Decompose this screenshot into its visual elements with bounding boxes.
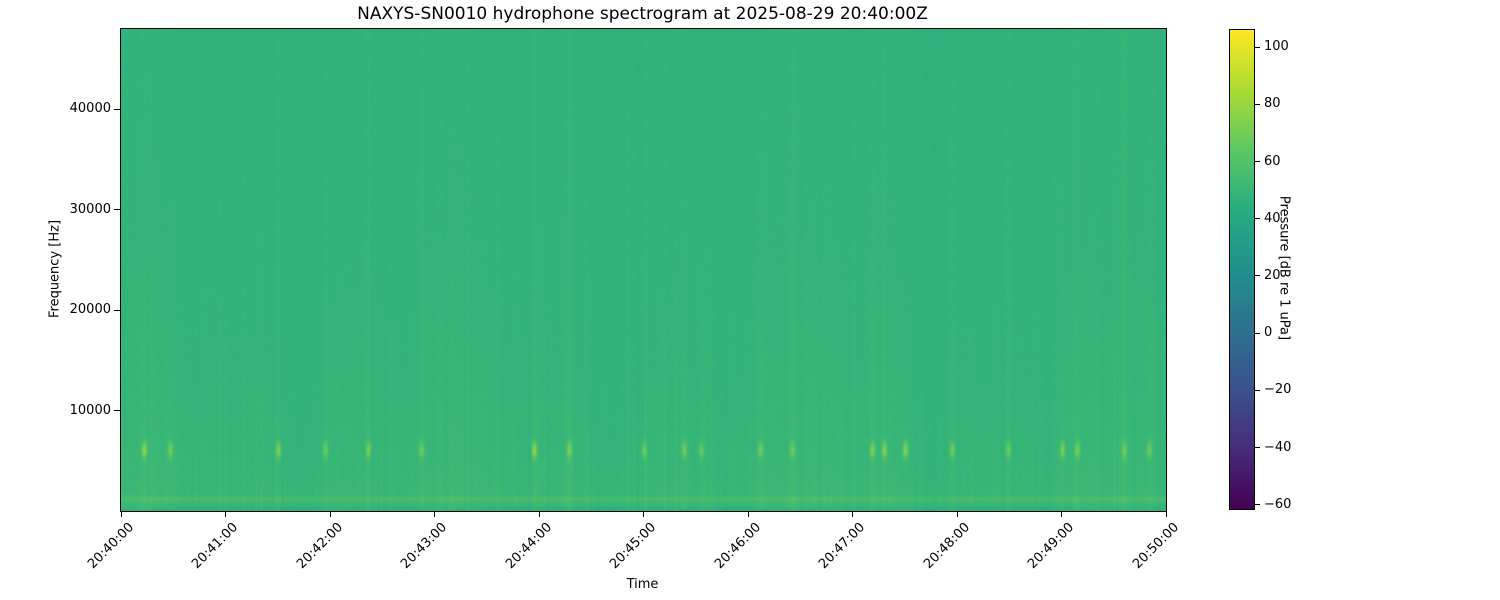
y-tick-label: 40000 bbox=[69, 101, 111, 117]
x-tick-label: 20:43:00 bbox=[398, 520, 451, 572]
x-tick-label: 20:46:00 bbox=[711, 520, 764, 572]
colorbar-tick-mark bbox=[1255, 447, 1260, 449]
plot-area bbox=[120, 28, 1167, 512]
x-tick-label: 20:45:00 bbox=[607, 520, 660, 572]
x-tick-mark bbox=[120, 512, 122, 517]
colorbar-tick-mark bbox=[1255, 218, 1260, 220]
y-tick-mark bbox=[114, 209, 120, 211]
colorbar-tick-label: 60 bbox=[1264, 153, 1281, 169]
colorbar-tick-label: −40 bbox=[1264, 439, 1292, 455]
colorbar-gradient bbox=[1230, 30, 1254, 509]
colorbar-tick-label: 20 bbox=[1264, 267, 1281, 283]
x-tick-mark bbox=[329, 512, 331, 517]
x-tick-label: 20:41:00 bbox=[189, 520, 242, 572]
x-tick-label: 20:50:00 bbox=[1129, 520, 1182, 572]
x-tick-mark bbox=[747, 512, 749, 517]
y-axis-label: Frequency [Hz] bbox=[47, 219, 63, 319]
colorbar-tick-mark bbox=[1255, 332, 1260, 334]
colorbar-tick-mark bbox=[1255, 46, 1260, 48]
y-tick-mark bbox=[114, 108, 120, 110]
colorbar-tick-label: 80 bbox=[1264, 96, 1281, 112]
chart-title: NAXYS-SN0010 hydrophone spectrogram at 2… bbox=[357, 4, 928, 24]
colorbar-tick-mark bbox=[1255, 161, 1260, 163]
colorbar-tick-mark bbox=[1255, 504, 1260, 506]
colorbar-tick-mark bbox=[1255, 103, 1260, 105]
x-tick-mark bbox=[538, 512, 540, 517]
colorbar-tick-label: 40 bbox=[1264, 210, 1281, 226]
colorbar bbox=[1229, 29, 1255, 510]
x-tick-label: 20:42:00 bbox=[293, 520, 346, 572]
x-tick-label: 20:44:00 bbox=[502, 520, 555, 572]
colorbar-tick-label: −20 bbox=[1264, 382, 1292, 398]
x-tick-label: 20:49:00 bbox=[1025, 520, 1078, 572]
x-tick-mark bbox=[956, 512, 958, 517]
x-axis-label: Time bbox=[626, 577, 659, 592]
x-tick-label: 20:48:00 bbox=[920, 520, 973, 572]
colorbar-tick-label: −60 bbox=[1264, 496, 1292, 512]
y-tick-label: 10000 bbox=[69, 402, 111, 418]
x-tick-mark bbox=[643, 512, 644, 517]
x-tick-mark bbox=[1165, 512, 1167, 517]
x-tick-label: 20:40:00 bbox=[84, 520, 137, 572]
y-tick-label: 20000 bbox=[69, 302, 111, 318]
x-tick-mark bbox=[1061, 512, 1062, 517]
y-tick-label: 30000 bbox=[69, 201, 111, 217]
y-tick-mark bbox=[114, 410, 120, 412]
y-tick-mark bbox=[114, 309, 120, 311]
x-tick-label: 20:47:00 bbox=[816, 520, 869, 572]
colorbar-tick-mark bbox=[1255, 389, 1260, 391]
colorbar-tick-label: 100 bbox=[1264, 39, 1289, 55]
colorbar-label: Pressure [dB re 1 uPa] bbox=[1276, 195, 1292, 341]
spectrogram-canvas bbox=[121, 29, 1166, 511]
x-tick-mark bbox=[852, 512, 853, 517]
colorbar-tick-label: 0 bbox=[1264, 325, 1273, 341]
x-tick-mark bbox=[434, 512, 435, 517]
x-tick-mark bbox=[225, 512, 226, 517]
colorbar-tick-mark bbox=[1255, 275, 1260, 277]
